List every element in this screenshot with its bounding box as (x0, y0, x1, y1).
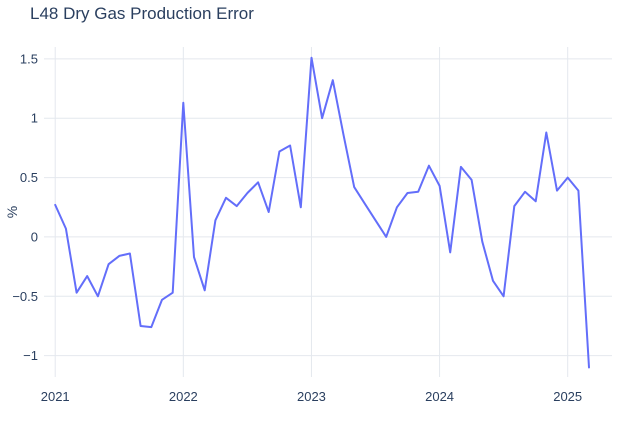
y-tick-label: 0 (31, 229, 38, 244)
x-tick-label: 2021 (41, 389, 70, 404)
y-tick-label: 0.5 (20, 170, 38, 185)
x-tick-label: 2024 (425, 389, 454, 404)
data-line (54, 56, 590, 369)
y-tick-label: 1.5 (20, 51, 38, 66)
y-tick-label: −0.5 (12, 289, 38, 304)
x-tick-label: 2022 (169, 389, 198, 404)
y-tick-label: 1 (31, 111, 38, 126)
y-tick-label: −1 (23, 348, 38, 363)
x-tick-label: 2025 (553, 389, 582, 404)
chart-title: L48 Dry Gas Production Error (30, 4, 254, 23)
x-tick-label: 2023 (297, 389, 326, 404)
